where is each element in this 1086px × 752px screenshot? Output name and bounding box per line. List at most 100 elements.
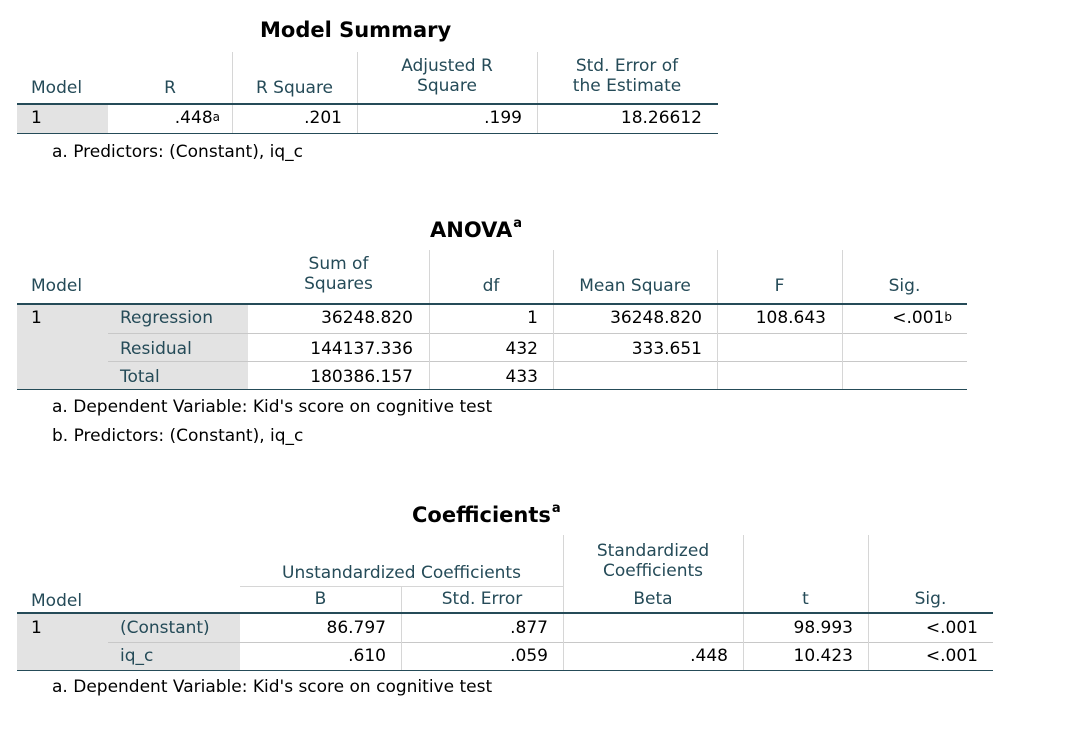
header-line: Sum of [308,254,369,274]
header-line: the Estimate [572,76,682,96]
divider [743,614,744,670]
header-model: Model [31,78,83,98]
cell-sig: <.001 [925,646,978,666]
value: .448 [174,108,213,128]
header-line: Adjusted R [401,56,493,76]
cell-beta: .448 [690,646,728,666]
row-divider [108,642,993,643]
cell-model: 1 [31,308,42,328]
row-label-regression: Regression [120,308,213,328]
cell-r: .448a [108,107,220,129]
divider [553,305,554,389]
footnote: b. Predictors: (Constant), iq_c [52,426,304,446]
header-b: B [314,589,327,609]
footnote-marker: b [944,310,952,324]
cell-model: 1 [31,108,42,128]
cell-b: .610 [348,646,386,666]
header-beta: Beta [633,589,673,609]
footnote: a. Dependent Variable: Kid's score on co… [52,397,493,417]
row-label-shade [17,305,248,389]
header-std-error: Std. Error [441,589,523,609]
title-text: Coefficients [412,503,551,527]
header-model: Model [31,591,83,611]
header-f: F [774,276,785,296]
divider [429,250,430,304]
row-label-shade [17,105,108,133]
divider [868,614,869,670]
divider [717,305,718,389]
model-summary-title: Model Summary [260,18,452,42]
header-unstandardized-coefficients: Unstandardized Coefficients [282,563,521,583]
header-mean-square: Mean Square [579,276,691,296]
row-label-residual: Residual [120,339,192,359]
header-sum-of-squares: Sum of Squares [248,254,429,294]
header-rule [17,103,718,105]
divider [563,535,564,613]
cell-df: 1 [527,308,538,328]
cell-t: 10.423 [793,646,853,666]
divider [743,535,744,613]
cell-ms: 333.651 [631,339,702,359]
divider [842,250,843,304]
header-df: df [482,276,500,296]
cell-std-error: .059 [510,646,548,666]
cell-sig: <.001b [842,307,952,329]
anova-title: ANOVAa [430,216,522,242]
divider [232,52,233,104]
title-text: ANOVA [430,218,513,242]
divider [357,52,358,104]
cell-ss: 36248.820 [321,308,413,328]
cell-f: 108.643 [755,308,826,328]
divider [401,614,402,670]
coefficients-title: Coefficientsa [412,501,561,527]
cell-model: 1 [31,618,42,638]
table-bottom-rule [17,670,993,671]
header-standardized-coefficients: Standardized Coefficients [563,541,743,581]
header-rule [17,612,993,614]
divider [357,105,358,133]
header-line: Standardized [596,541,710,561]
header-line: Square [417,76,477,96]
header-adjusted-r-square: Adjusted R Square [357,56,537,96]
row-divider [108,333,967,334]
cell-r-square: .201 [304,108,342,128]
row-divider [108,361,967,362]
divider [537,52,538,104]
divider [868,535,869,613]
header-line: Squares [304,274,373,294]
divider [401,587,402,613]
header-r-square: R Square [255,78,334,98]
header-model: Model [31,276,83,296]
row-label-total: Total [120,367,160,387]
header-rule [17,303,967,305]
cell-df: 433 [505,367,538,387]
cell-ss: 144137.336 [310,339,413,359]
divider [537,105,538,133]
footnote-marker: a [212,110,220,124]
table-bottom-rule [17,133,718,134]
cell-std-error: .877 [510,618,548,638]
table-bottom-rule [17,389,967,390]
cell-b: 86.797 [326,618,386,638]
footnote: a. Dependent Variable: Kid's score on co… [52,677,493,697]
header-line: Coefficients [603,561,703,581]
footnote: a. Predictors: (Constant), iq_c [52,142,304,162]
cell-std-error: 18.26612 [620,108,702,128]
value: <.001 [892,308,945,328]
header-r: R [164,78,176,98]
divider [553,250,554,304]
header-std-error-estimate: Std. Error of the Estimate [537,56,717,96]
footnote-marker: a [551,501,561,516]
header-sig: Sig. [914,589,947,609]
header-group-divider [240,586,563,587]
header-line: Std. Error of [575,56,679,76]
row-label-iq-c: iq_c [120,646,154,666]
footnote-marker: a [513,216,522,231]
divider [842,305,843,389]
cell-df: 432 [505,339,538,359]
cell-sig: <.001 [925,618,978,638]
divider [429,305,430,389]
cell-t: 98.993 [793,618,853,638]
cell-adjusted-r-square: .199 [484,108,522,128]
divider [232,105,233,133]
